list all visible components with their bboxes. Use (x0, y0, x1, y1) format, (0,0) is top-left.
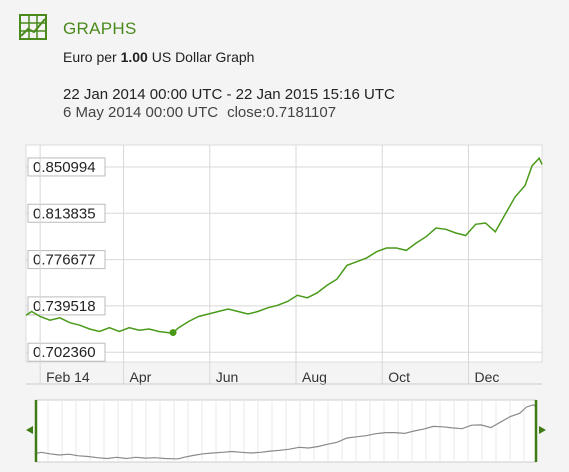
y-tick-label-box (27, 157, 106, 177)
graph-subtitle: Euro per 1.00 US Dollar Graph (63, 49, 254, 65)
subtitle-amount: 1.00 (120, 49, 148, 65)
y-tick-label-box (27, 296, 106, 316)
subtitle-prefix: Euro per (63, 49, 121, 65)
y-tick-label: 0.813835 (33, 205, 96, 222)
x-tick-label: Aug (302, 369, 327, 385)
cursor-close: close:0.7181107 (227, 104, 337, 121)
plot-area (25, 144, 543, 363)
x-tick-label: Apr (130, 369, 152, 385)
series-line (25, 156, 543, 334)
chart-grid-icon (19, 14, 47, 40)
y-tick-label-box (27, 250, 106, 270)
navigator-line (35, 404, 537, 460)
x-tick-label: Jun (216, 369, 239, 385)
navigator-right-handle-arrow[interactable] (539, 426, 546, 434)
cursor-date: 6 May 2014 00:00 UTC (63, 104, 219, 121)
x-tick-label: Dec (474, 369, 499, 385)
highlight-point (169, 329, 177, 337)
navigator-left-handle-arrow[interactable] (26, 426, 33, 434)
x-tick-label: Feb 14 (46, 369, 90, 385)
y-tick-label: 0.850994 (33, 159, 96, 176)
y-tick-label: 0.702360 (33, 344, 96, 361)
y-tick-label-box (27, 342, 106, 362)
subtitle-suffix: US Dollar Graph (147, 49, 255, 65)
date-range: 22 Jan 2014 00:00 UTC - 22 Jan 2015 15:1… (63, 86, 395, 103)
y-tick-label: 0.739518 (33, 298, 96, 315)
cursor-readout: 6 May 2014 00:00 UTC close:0.7181107 (63, 104, 345, 121)
y-tick-label: 0.776677 (33, 252, 96, 269)
page-title: GRAPHS (63, 19, 137, 38)
x-tick-label: Oct (388, 369, 410, 385)
y-tick-label-box (27, 203, 106, 223)
